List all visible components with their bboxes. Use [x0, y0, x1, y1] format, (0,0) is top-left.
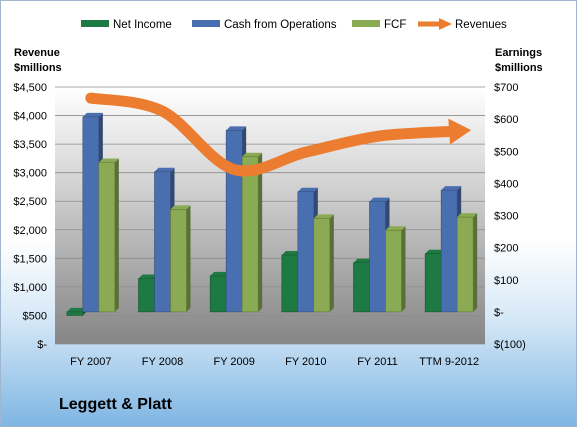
bar-fcf-top: [313, 214, 334, 219]
x-axis-ticks: FY 2007 FY 2008 FY 2009 FY 2010 FY 2011 TTM 9…: [70, 356, 479, 368]
bar-cash-from-operations-top: [226, 126, 247, 131]
bar-cash-from-operations-top: [154, 167, 175, 172]
legend-swatch-net-income: [81, 20, 109, 27]
bar-fcf-top: [170, 205, 191, 210]
right-tick-label: $300: [494, 211, 518, 223]
left-axis-title-line2: $millions: [14, 62, 62, 74]
bar-fcf-top: [457, 213, 478, 218]
right-axis-title-line2: $millions: [495, 62, 543, 74]
left-tick-label: $4,500: [13, 82, 47, 94]
bar-cash-from-operations: [440, 189, 458, 313]
left-tick-label: $500: [23, 310, 47, 322]
left-axis-ticks: $- $500 $1,000 $1,500 $2,000 $2,500 $3,000 $3,5…: [13, 82, 47, 351]
legend-swatch-fcf: [352, 20, 380, 27]
revenue-line: [85, 92, 472, 177]
bar-fcf: [385, 229, 402, 313]
bar-net-income-top: [138, 274, 159, 279]
bar-cash-from-operations-top: [82, 112, 103, 117]
left-axis-title-line1: Revenue: [14, 47, 60, 59]
bar-fcf-top: [385, 226, 406, 231]
legend: Net Income Cash from Operations FCF Reve…: [81, 18, 507, 31]
bar-fcf-side: [186, 205, 191, 312]
grid: [55, 86, 485, 345]
right-tick-label: $-: [494, 307, 504, 319]
bar-cash-from-operations: [369, 201, 386, 313]
bar-fcf-side: [401, 226, 406, 312]
right-tick-label: $200: [494, 243, 518, 255]
bar-net-income-top: [210, 271, 231, 276]
bar-fcf-top: [242, 152, 263, 157]
bar-net-income: [209, 275, 227, 313]
legend-label-net-income: Net Income: [113, 19, 172, 31]
bars: [66, 112, 478, 316]
bar-cash-from-operations-top: [441, 186, 462, 191]
x-tick-label: FY 2011: [357, 356, 398, 368]
bar-fcf-side: [114, 158, 119, 312]
revenue-arrowhead: [448, 118, 472, 145]
bar-fcf-top: [98, 158, 119, 163]
bar-cash-from-operations-top: [369, 197, 390, 202]
right-tick-label: $500: [494, 146, 518, 158]
legend-label-fcf: FCF: [384, 19, 406, 31]
legend-label-revenues: Revenues: [455, 19, 507, 31]
bar-net-income: [281, 254, 299, 313]
left-tick-label: $1,000: [13, 282, 47, 294]
left-tick-label: $3,500: [13, 139, 47, 151]
bar-cash-from-operations-top: [297, 187, 318, 192]
left-tick-label: $3,000: [13, 168, 47, 180]
bar-net-income-top: [66, 307, 87, 312]
x-tick-label: FY 2008: [142, 356, 183, 368]
bar-net-income-top: [425, 249, 446, 254]
bar-fcf-side: [258, 152, 263, 312]
left-tick-label: $1,500: [13, 253, 47, 265]
bar-cash-from-operations: [225, 130, 243, 313]
legend-arrow-revenues: [439, 18, 452, 30]
left-tick-label: $4,000: [13, 111, 47, 123]
x-tick-label: FY 2010: [285, 356, 326, 368]
bar-cash-from-operations: [297, 191, 315, 313]
right-tick-label: $400: [494, 178, 518, 190]
right-axis-title-line1: Earnings: [495, 47, 542, 59]
bar-fcf: [98, 162, 116, 313]
bar-net-income-top: [281, 251, 302, 256]
right-tick-label: $100: [494, 275, 518, 287]
bar-net-income: [138, 278, 155, 313]
left-tick-label: $-: [37, 339, 47, 351]
right-tick-label: $700: [494, 82, 518, 94]
bar-cash-from-operations: [82, 116, 100, 313]
bar-net-income: [424, 253, 442, 313]
plot-area: [55, 87, 485, 344]
bar-net-income-top: [353, 258, 374, 263]
x-tick-label: FY 2007: [70, 356, 111, 368]
bar-fcf: [241, 156, 259, 313]
left-tick-label: $2,000: [13, 225, 47, 237]
company-name: Leggett & Platt: [59, 396, 172, 413]
right-tick-label: $600: [494, 114, 518, 126]
bar-fcf-side: [473, 213, 478, 312]
x-tick-label: FY 2009: [213, 356, 254, 368]
bar-fcf: [170, 209, 187, 313]
right-tick-label: $(100): [494, 339, 526, 351]
bar-fcf: [456, 216, 474, 313]
bar-fcf: [313, 218, 331, 313]
right-axis-ticks: $(100) $- $100 $200 $300 $400 $500 $600 $700: [494, 82, 526, 351]
left-tick-label: $2,500: [13, 196, 47, 208]
bar-net-income: [66, 311, 84, 316]
legend-label-cash-from-operations: Cash from Operations: [224, 19, 337, 31]
x-tick-label: TTM 9-2012: [419, 356, 479, 368]
bar-cash-from-operations: [154, 171, 171, 313]
legend-swatch-cash-from-operations: [192, 20, 220, 27]
bar-net-income: [353, 262, 370, 313]
revenue-line-path: [85, 92, 455, 177]
bar-fcf-side: [329, 214, 334, 312]
